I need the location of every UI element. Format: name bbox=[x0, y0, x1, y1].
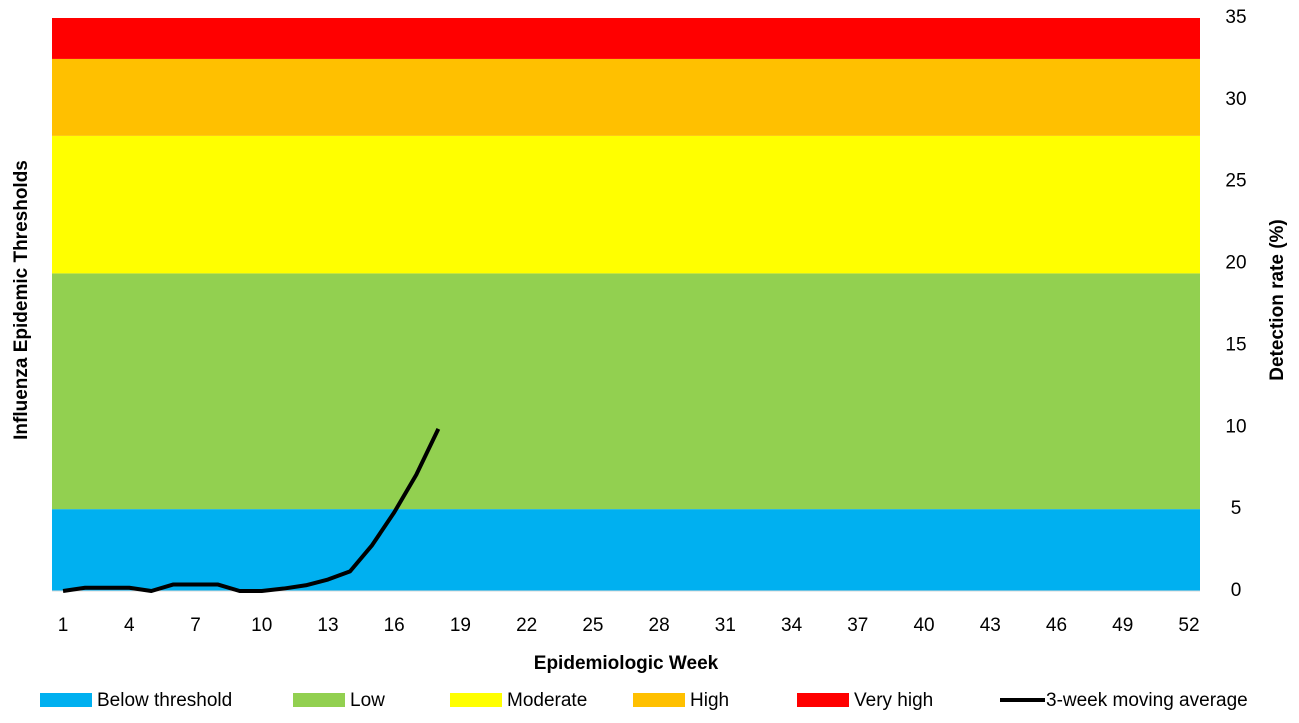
legend-swatch bbox=[633, 693, 685, 707]
y-axis-title: Detection rate (%) bbox=[1267, 219, 1288, 381]
x-tick-label: 16 bbox=[384, 615, 405, 636]
y-tick-label: 35 bbox=[1225, 7, 1246, 28]
y-tick-label: 20 bbox=[1225, 253, 1246, 274]
x-tick-label: 1 bbox=[58, 615, 69, 636]
threshold-band bbox=[52, 18, 1200, 59]
threshold-band bbox=[52, 509, 1200, 591]
legend-swatch bbox=[450, 693, 502, 707]
x-tick-label: 43 bbox=[980, 615, 1001, 636]
y-tick-label: 15 bbox=[1225, 334, 1246, 355]
legend-label: Very high bbox=[854, 690, 933, 711]
y-tick-label: 10 bbox=[1225, 416, 1246, 437]
x-tick-label: 34 bbox=[781, 615, 803, 636]
x-tick-label: 31 bbox=[715, 615, 736, 636]
x-tick-label: 7 bbox=[190, 615, 201, 636]
threshold-band bbox=[52, 58, 1200, 136]
x-tick-label: 28 bbox=[649, 615, 670, 636]
x-tick-label: 13 bbox=[317, 615, 338, 636]
x-tick-label: 40 bbox=[913, 615, 934, 636]
legend-label: Low bbox=[350, 690, 385, 711]
y-tick-label: 30 bbox=[1225, 89, 1246, 110]
legend-label: High bbox=[690, 690, 729, 711]
x-tick-label: 46 bbox=[1046, 615, 1067, 636]
x-tick-label: 25 bbox=[582, 615, 603, 636]
series-line bbox=[62, 428, 441, 593]
x-tick-label: 37 bbox=[847, 615, 868, 636]
x-tick-label: 19 bbox=[450, 615, 471, 636]
legend-swatch bbox=[293, 693, 345, 707]
legend-swatch bbox=[797, 693, 849, 707]
x-tick-label: 10 bbox=[251, 615, 272, 636]
legend-label: 3-week moving average bbox=[1046, 690, 1248, 711]
left-axis-title: Influenza Epidemic Thresholds bbox=[11, 160, 32, 440]
threshold-band bbox=[52, 135, 1200, 274]
legend-label: Moderate bbox=[507, 690, 587, 711]
legend-swatch bbox=[40, 693, 92, 707]
x-axis-title: Epidemiologic Week bbox=[534, 653, 719, 674]
y-tick-label: 0 bbox=[1231, 580, 1242, 601]
x-tick-label: 52 bbox=[1178, 615, 1199, 636]
threshold-band bbox=[52, 273, 1200, 510]
x-tick-label: 49 bbox=[1112, 615, 1133, 636]
y-tick-label: 25 bbox=[1225, 171, 1246, 192]
x-tick-label: 22 bbox=[516, 615, 537, 636]
legend-label: Below threshold bbox=[97, 690, 232, 711]
y-tick-label: 5 bbox=[1231, 498, 1242, 519]
x-tick-label: 4 bbox=[124, 615, 135, 636]
